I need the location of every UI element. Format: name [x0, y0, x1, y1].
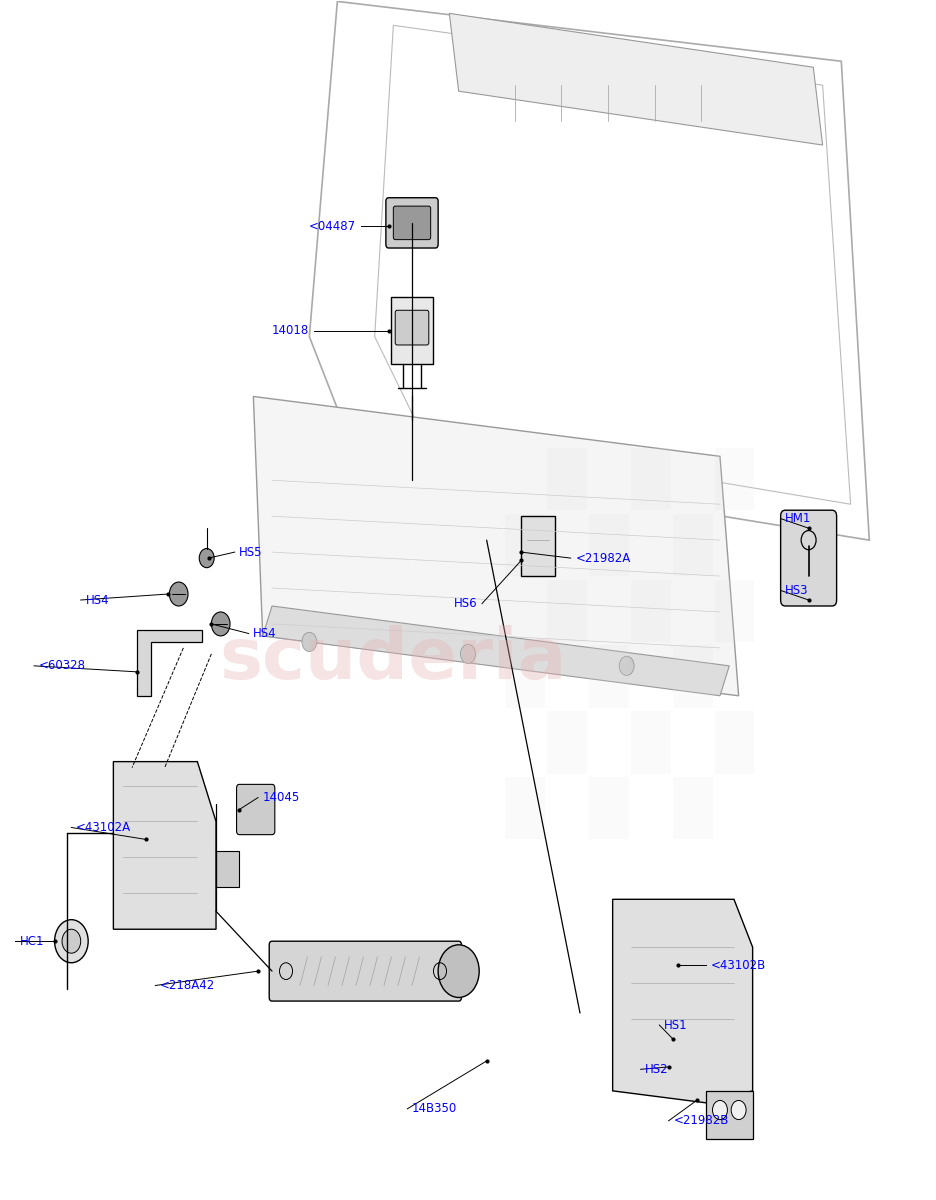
Bar [548, 712, 587, 774]
Circle shape [620, 656, 634, 676]
Bar [715, 448, 754, 510]
FancyBboxPatch shape [781, 510, 837, 606]
Text: HS6: HS6 [454, 598, 477, 610]
Text: <60328: <60328 [38, 659, 86, 672]
Polygon shape [263, 606, 729, 696]
FancyBboxPatch shape [391, 298, 432, 364]
Bar [505, 646, 545, 708]
Circle shape [438, 944, 479, 997]
Text: <21982B: <21982B [673, 1115, 729, 1127]
Text: <04487: <04487 [309, 220, 356, 233]
Polygon shape [613, 899, 753, 1103]
Text: 14045: 14045 [263, 791, 300, 804]
Circle shape [199, 548, 214, 568]
Text: <21982A: <21982A [576, 552, 631, 564]
Text: HC1: HC1 [20, 935, 45, 948]
Circle shape [212, 612, 230, 636]
Circle shape [54, 919, 88, 962]
FancyBboxPatch shape [386, 198, 438, 248]
FancyBboxPatch shape [216, 852, 240, 887]
Text: <43102B: <43102B [710, 959, 766, 972]
Circle shape [461, 644, 475, 664]
Bar [715, 712, 754, 774]
Text: HM1: HM1 [785, 512, 812, 526]
Circle shape [712, 1100, 727, 1120]
Text: HS4: HS4 [254, 628, 277, 640]
Text: HS4: HS4 [85, 594, 109, 606]
Bar [673, 646, 712, 708]
FancyBboxPatch shape [237, 785, 275, 835]
FancyBboxPatch shape [270, 941, 461, 1001]
Text: 14B350: 14B350 [412, 1103, 458, 1115]
Bar [673, 514, 712, 576]
Bar [548, 448, 587, 510]
Circle shape [62, 929, 80, 953]
Circle shape [731, 1100, 746, 1120]
FancyBboxPatch shape [521, 516, 555, 576]
Text: HS5: HS5 [240, 546, 263, 559]
Polygon shape [254, 396, 739, 696]
Bar [548, 580, 587, 642]
Text: HS3: HS3 [785, 584, 809, 596]
Text: HS2: HS2 [645, 1063, 669, 1076]
Bar [590, 646, 628, 708]
Bar [505, 778, 545, 840]
Circle shape [169, 582, 188, 606]
Polygon shape [706, 1091, 753, 1139]
Polygon shape [113, 762, 216, 929]
Text: <218A42: <218A42 [160, 979, 215, 992]
FancyBboxPatch shape [393, 206, 431, 240]
Text: <43102A: <43102A [76, 821, 131, 834]
Polygon shape [137, 630, 202, 696]
Bar [590, 778, 628, 840]
Circle shape [302, 632, 316, 652]
Bar [631, 712, 670, 774]
Text: scuderia: scuderia [220, 625, 567, 695]
Bar [631, 448, 670, 510]
Polygon shape [449, 13, 823, 145]
Text: 14018: 14018 [272, 324, 310, 337]
Bar [673, 778, 712, 840]
Bar [715, 580, 754, 642]
FancyBboxPatch shape [395, 311, 429, 344]
Bar [505, 514, 545, 576]
Bar [590, 514, 628, 576]
Text: HS1: HS1 [664, 1019, 688, 1032]
Bar [631, 580, 670, 642]
